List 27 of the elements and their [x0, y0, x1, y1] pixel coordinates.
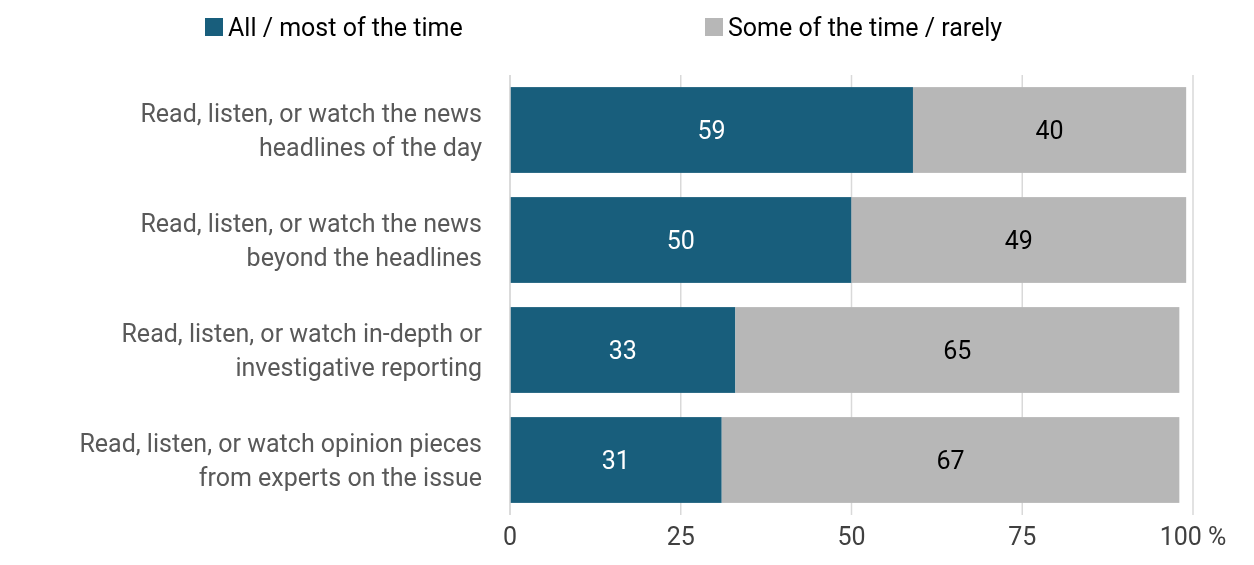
data-label: 49 — [1004, 225, 1033, 255]
data-label: 31 — [601, 445, 630, 475]
legend-label: All / most of the time — [228, 12, 463, 42]
bar — [912, 87, 1187, 173]
bar — [851, 197, 1187, 283]
bar — [735, 307, 1180, 393]
legend-label: Some of the time / rarely — [728, 12, 1003, 42]
x-tick-label: 25 — [666, 522, 695, 551]
x-tick-label: 50 — [837, 522, 866, 551]
data-label: 50 — [666, 225, 695, 255]
x-tick-label: 0 — [502, 522, 518, 551]
data-label: 40 — [1035, 115, 1064, 145]
y-tick-label: Read, listen, or watch in-depth or investigative reporting — [121, 318, 483, 382]
data-label: 65 — [943, 335, 972, 365]
bar — [510, 307, 736, 393]
bar — [510, 87, 913, 173]
bar — [510, 417, 722, 503]
data-label: 59 — [697, 115, 726, 145]
data-label: 67 — [936, 445, 965, 475]
y-tick-label: Read, listen, or watch the news headlines of the day — [140, 98, 483, 162]
bar — [721, 417, 1180, 503]
y-tick-label: Read, listen, or watch opinion pieces from experts on the issue — [79, 428, 482, 492]
y-tick-label: Read, listen, or watch the news beyond the headlines — [140, 208, 482, 272]
data-label: 33 — [608, 335, 637, 365]
x-tick-label: 75 — [1008, 522, 1037, 551]
x-tick-label: 100 % — [1159, 522, 1227, 551]
bar — [510, 197, 852, 283]
